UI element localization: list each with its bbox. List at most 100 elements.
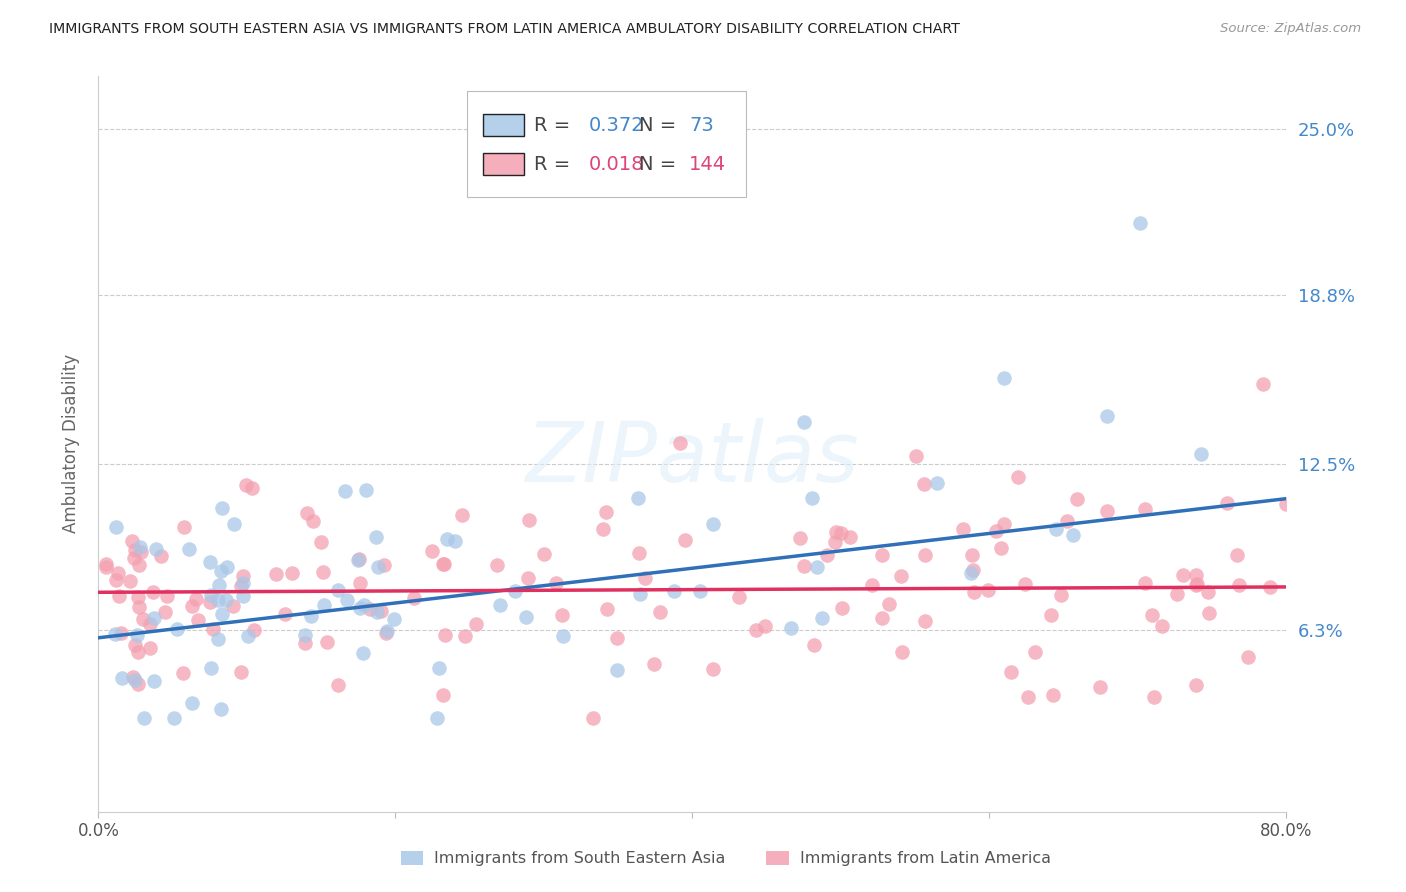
- Point: [977, 582, 1000, 597]
- Point: [516, 571, 538, 585]
- Point: [664, 584, 686, 599]
- Point: [517, 513, 540, 527]
- Point: [838, 530, 860, 544]
- Point: [128, 540, 150, 554]
- Point: [349, 552, 371, 566]
- Point: [359, 602, 381, 616]
- Point: [121, 534, 143, 549]
- Point: [789, 531, 811, 545]
- Point: [1251, 376, 1274, 391]
- Point: [1236, 650, 1258, 665]
- Point: [402, 591, 425, 605]
- Point: [295, 506, 318, 520]
- Point: [1258, 580, 1281, 594]
- Point: [373, 558, 395, 573]
- Point: [582, 711, 605, 725]
- Point: [1007, 470, 1029, 484]
- Point: [1066, 491, 1088, 506]
- Point: [912, 476, 935, 491]
- Point: [879, 597, 901, 611]
- Point: [1040, 607, 1063, 622]
- Point: [1198, 607, 1220, 621]
- Point: [432, 688, 454, 702]
- Point: [125, 628, 148, 642]
- Point: [232, 569, 254, 583]
- Point: [830, 526, 852, 541]
- Point: [349, 576, 371, 591]
- Point: [754, 619, 776, 633]
- Point: [628, 587, 651, 601]
- Point: [453, 629, 475, 643]
- Point: [595, 505, 617, 519]
- Point: [503, 584, 526, 599]
- Point: [1042, 688, 1064, 702]
- Point: [264, 566, 287, 581]
- Point: [1216, 496, 1239, 510]
- Point: [143, 611, 166, 625]
- Point: [163, 711, 186, 725]
- Point: [1275, 497, 1298, 511]
- Point: [627, 547, 650, 561]
- Point: [860, 578, 883, 592]
- Text: 144: 144: [689, 154, 725, 174]
- Point: [132, 711, 155, 725]
- Point: [960, 566, 983, 581]
- Point: [702, 662, 724, 676]
- Point: [156, 589, 179, 603]
- Point: [375, 624, 398, 638]
- Point: [1095, 409, 1118, 423]
- Point: [139, 641, 162, 656]
- Point: [131, 545, 153, 559]
- Point: [108, 589, 131, 603]
- Point: [870, 610, 893, 624]
- Point: [533, 547, 555, 561]
- Point: [107, 566, 129, 580]
- Point: [209, 564, 232, 578]
- Text: Immigrants from South Eastern Asia: Immigrants from South Eastern Asia: [434, 851, 725, 865]
- Point: [207, 593, 229, 607]
- Point: [184, 591, 207, 606]
- Point: [925, 475, 948, 490]
- Point: [124, 638, 146, 652]
- Point: [122, 551, 145, 566]
- Point: [180, 696, 202, 710]
- Point: [94, 560, 117, 574]
- Point: [433, 557, 456, 571]
- Point: [553, 629, 575, 643]
- Text: N =: N =: [638, 116, 682, 135]
- Point: [312, 565, 335, 579]
- Point: [780, 621, 803, 635]
- Text: Immigrants from Latin America: Immigrants from Latin America: [800, 851, 1052, 865]
- Text: IMMIGRANTS FROM SOUTH EASTERN ASIA VS IMMIGRANTS FROM LATIN AMERICA AMBULATORY D: IMMIGRANTS FROM SOUTH EASTERN ASIA VS IM…: [49, 22, 960, 37]
- Point: [316, 635, 339, 649]
- Point: [367, 560, 389, 574]
- Point: [353, 598, 375, 612]
- Point: [370, 604, 392, 618]
- Point: [274, 607, 297, 621]
- Point: [728, 590, 751, 604]
- Point: [105, 520, 128, 534]
- Point: [281, 566, 304, 580]
- Point: [793, 416, 815, 430]
- Point: [1014, 577, 1036, 591]
- Point: [1185, 568, 1208, 582]
- Point: [792, 559, 814, 574]
- Point: [1056, 514, 1078, 528]
- Point: [127, 676, 149, 690]
- Point: [1152, 619, 1174, 633]
- Point: [1227, 578, 1250, 592]
- Point: [375, 625, 398, 640]
- Point: [177, 541, 200, 556]
- Point: [1185, 678, 1208, 692]
- Point: [811, 611, 834, 625]
- Point: [1133, 501, 1156, 516]
- Point: [349, 601, 371, 615]
- Y-axis label: Ambulatory Disability: Ambulatory Disability: [62, 354, 80, 533]
- Point: [200, 588, 222, 602]
- Point: [347, 553, 370, 567]
- Point: [326, 678, 349, 692]
- Point: [104, 627, 127, 641]
- Point: [963, 584, 986, 599]
- Point: [1226, 548, 1249, 562]
- Point: [815, 548, 838, 562]
